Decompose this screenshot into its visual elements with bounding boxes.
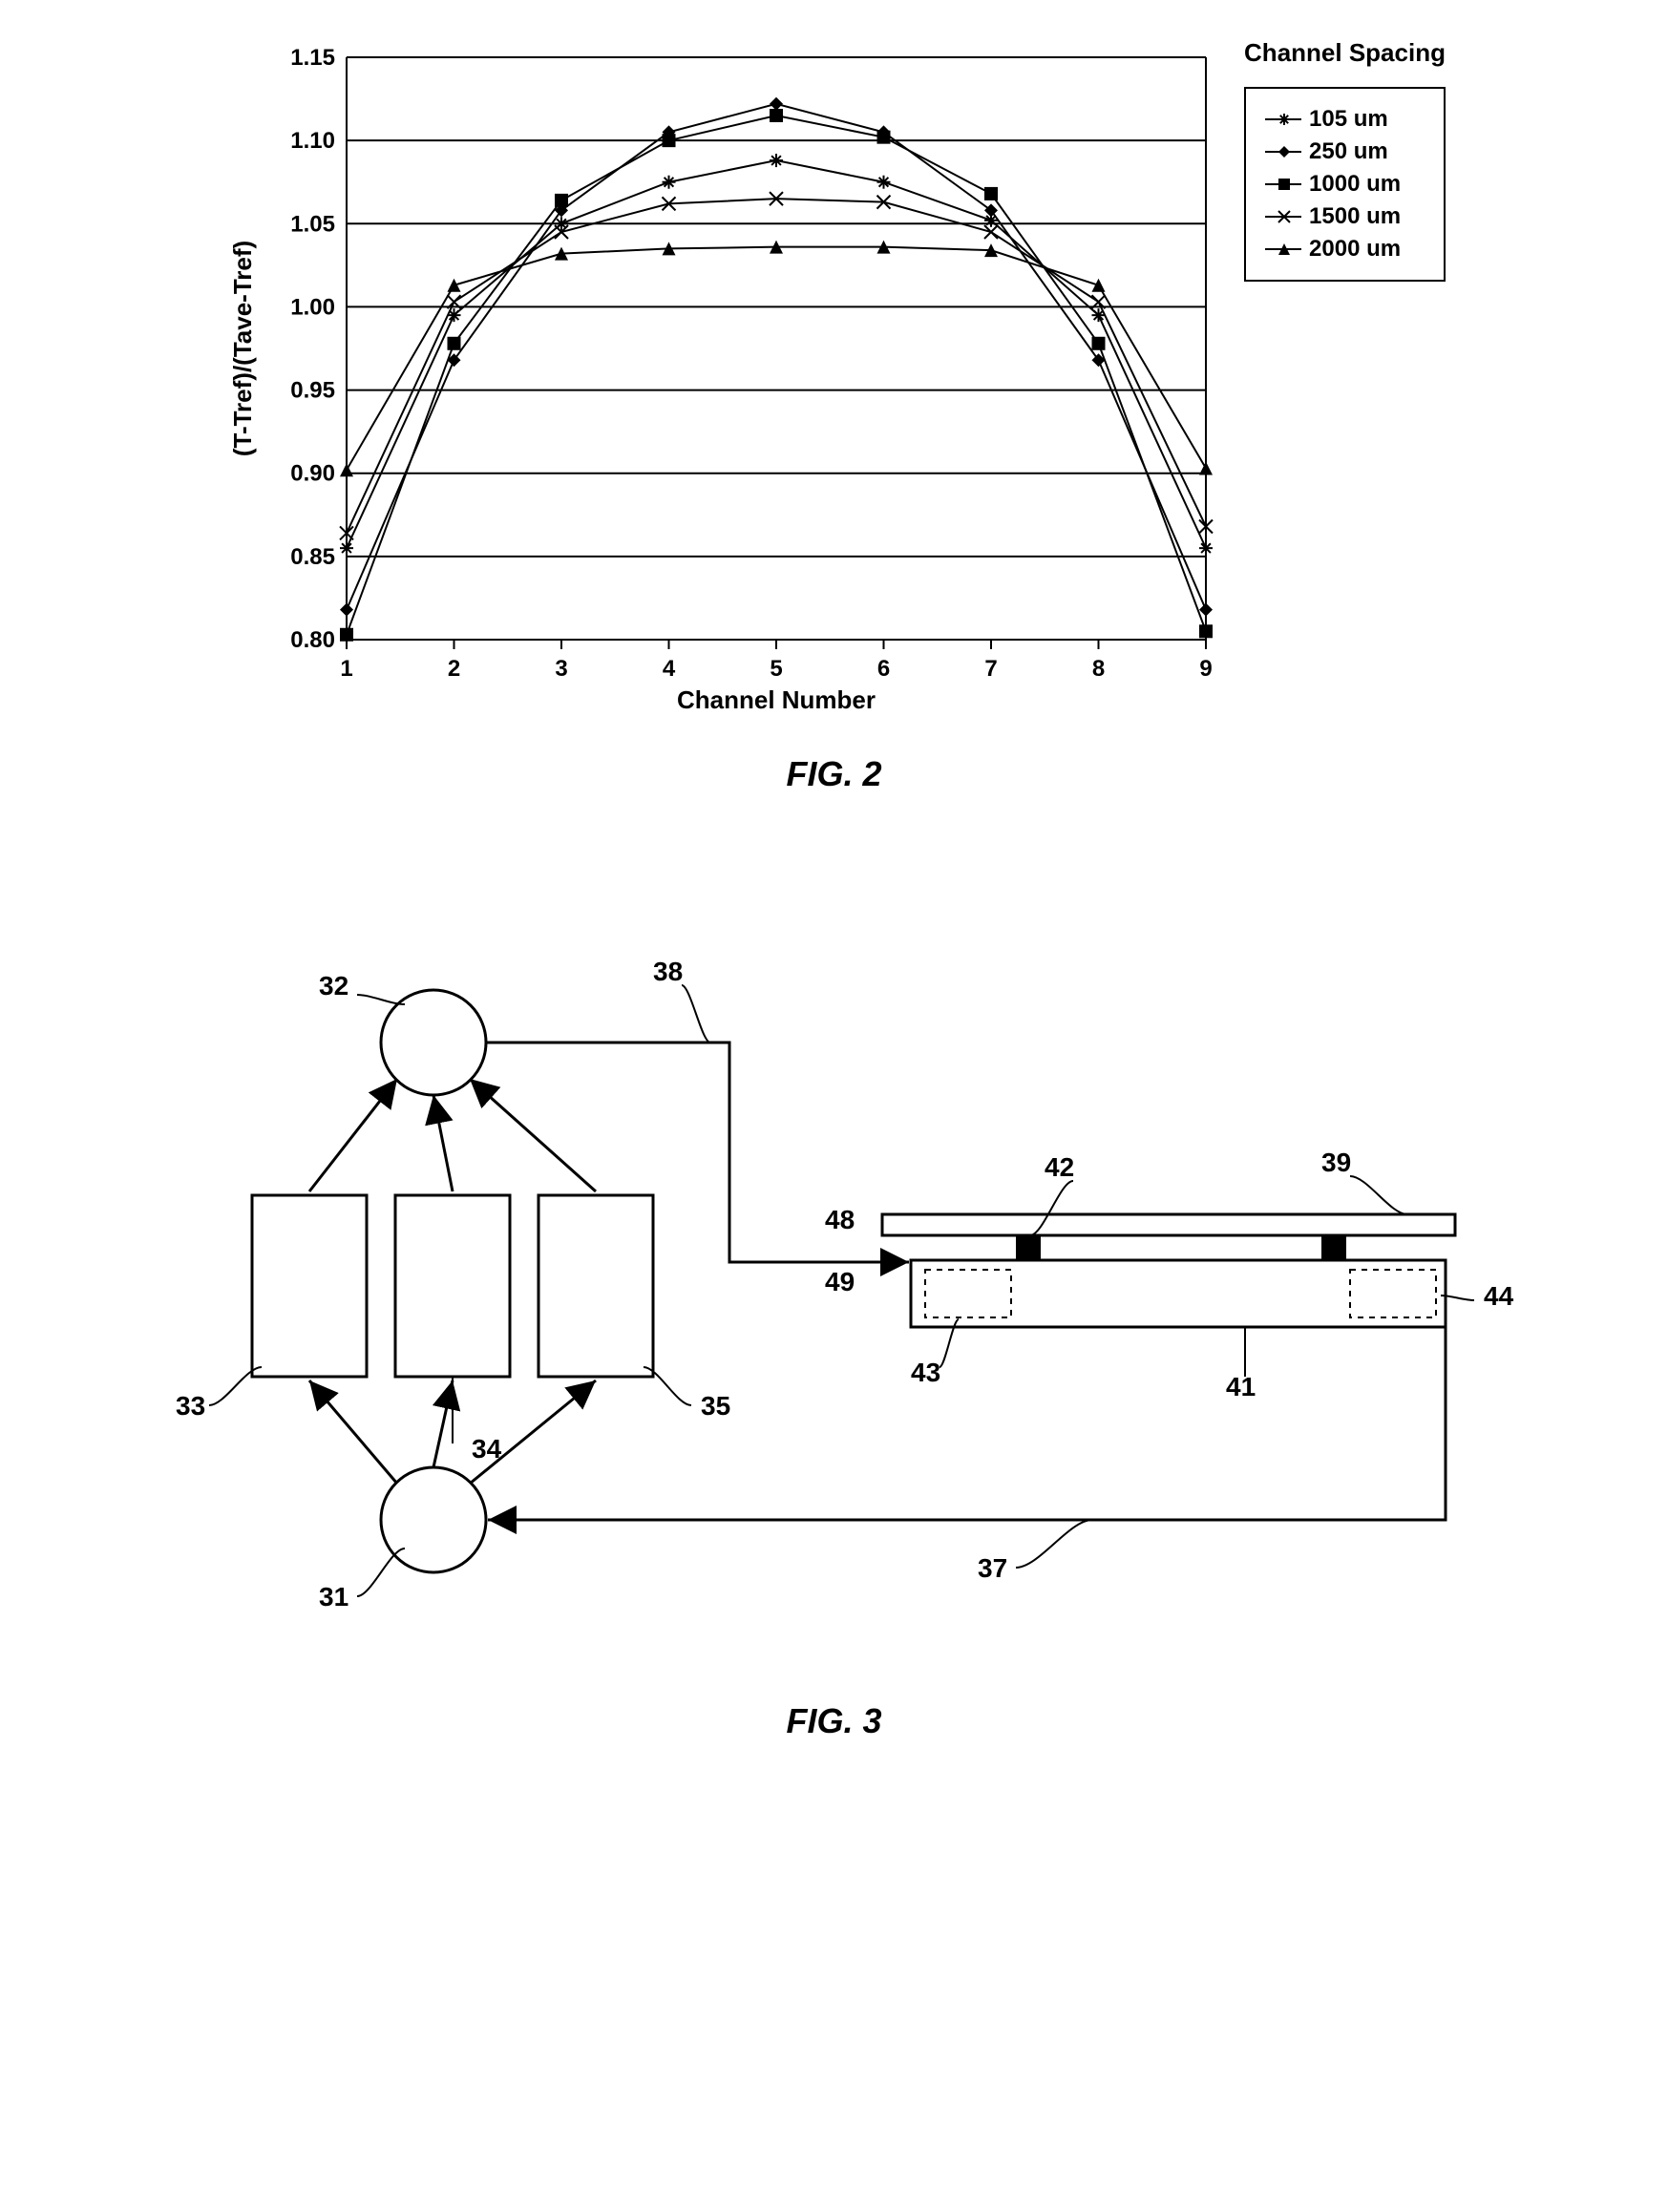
svg-text:37: 37 — [978, 1553, 1007, 1583]
svg-text:4: 4 — [663, 656, 676, 682]
svg-text:0.90: 0.90 — [290, 461, 335, 487]
legend-title: Channel Spacing — [1244, 38, 1446, 68]
svg-text:Channel Number: Channel Number — [677, 685, 876, 714]
legend-label: 250 um — [1309, 138, 1388, 165]
svg-text:33: 33 — [176, 1391, 205, 1421]
svg-text:31: 31 — [319, 1582, 348, 1612]
svg-text:0.95: 0.95 — [290, 378, 335, 404]
svg-text:3: 3 — [555, 656, 567, 682]
svg-text:1.05: 1.05 — [290, 211, 335, 237]
svg-text:35: 35 — [701, 1391, 730, 1421]
svg-text:49: 49 — [825, 1267, 855, 1296]
legend-item: 105 um — [1263, 106, 1426, 133]
svg-text:34: 34 — [472, 1434, 502, 1464]
svg-text:0.85: 0.85 — [290, 544, 335, 570]
svg-text:1.00: 1.00 — [290, 294, 335, 320]
svg-text:8: 8 — [1092, 656, 1105, 682]
svg-text:43: 43 — [911, 1358, 940, 1387]
svg-text:(T-Tref)/(Tave-Tref): (T-Tref)/(Tave-Tref) — [228, 241, 257, 456]
fig2-label: FIG. 2 — [38, 754, 1630, 794]
svg-text:42: 42 — [1045, 1152, 1074, 1182]
svg-text:44: 44 — [1484, 1281, 1514, 1311]
svg-text:41: 41 — [1226, 1372, 1256, 1401]
svg-text:1: 1 — [340, 656, 352, 682]
legend-item: 1500 um — [1263, 203, 1426, 230]
svg-text:48: 48 — [825, 1205, 855, 1234]
legend-label: 1500 um — [1309, 203, 1401, 230]
legend-item: 250 um — [1263, 138, 1426, 165]
svg-text:7: 7 — [984, 656, 997, 682]
fig3-label: FIG. 3 — [38, 1701, 1630, 1741]
svg-text:5: 5 — [770, 656, 782, 682]
legend-item: 1000 um — [1263, 171, 1426, 198]
figure-2: 0.80 0.85 0.90 0.95 1.00 1.05 1.10 1.15 1 2 3 4 5 6 7 8… — [38, 38, 1630, 794]
svg-text:2: 2 — [448, 656, 460, 682]
diagram-svg: 32 31 33 34 35 38 37 48 49 42 39 43 41 44 — [118, 909, 1551, 1673]
legend-box: 105 um 250 um 1000 um 1500 um 2000 um — [1244, 87, 1446, 282]
chart-wrapper: 0.80 0.85 0.90 0.95 1.00 1.05 1.10 1.15 1 2 3 4 5 6 7 8… — [38, 38, 1630, 726]
legend-container: Channel Spacing 105 um 250 um 1000 um 1500 … — [1244, 38, 1446, 282]
legend-item: 2000 um — [1263, 236, 1426, 263]
svg-text:9: 9 — [1199, 656, 1212, 682]
legend-label: 105 um — [1309, 106, 1388, 133]
legend-label: 2000 um — [1309, 236, 1401, 263]
svg-text:1.10: 1.10 — [290, 128, 335, 154]
svg-text:0.80: 0.80 — [290, 627, 335, 653]
legend-label: 1000 um — [1309, 171, 1401, 198]
svg-text:6: 6 — [877, 656, 890, 682]
chart-svg: 0.80 0.85 0.90 0.95 1.00 1.05 1.10 1.15 1 2 3 4 5 6 7 8… — [222, 38, 1225, 726]
svg-text:1.15: 1.15 — [290, 45, 335, 71]
figure-3: 32 31 33 34 35 38 37 48 49 42 39 43 41 44 FIG. 3 — [38, 909, 1630, 1741]
svg-text:39: 39 — [1321, 1148, 1351, 1177]
svg-text:32: 32 — [319, 971, 348, 1001]
diagram-container: 32 31 33 34 35 38 37 48 49 42 39 43 41 44 — [38, 909, 1630, 1673]
svg-text:38: 38 — [653, 957, 683, 986]
